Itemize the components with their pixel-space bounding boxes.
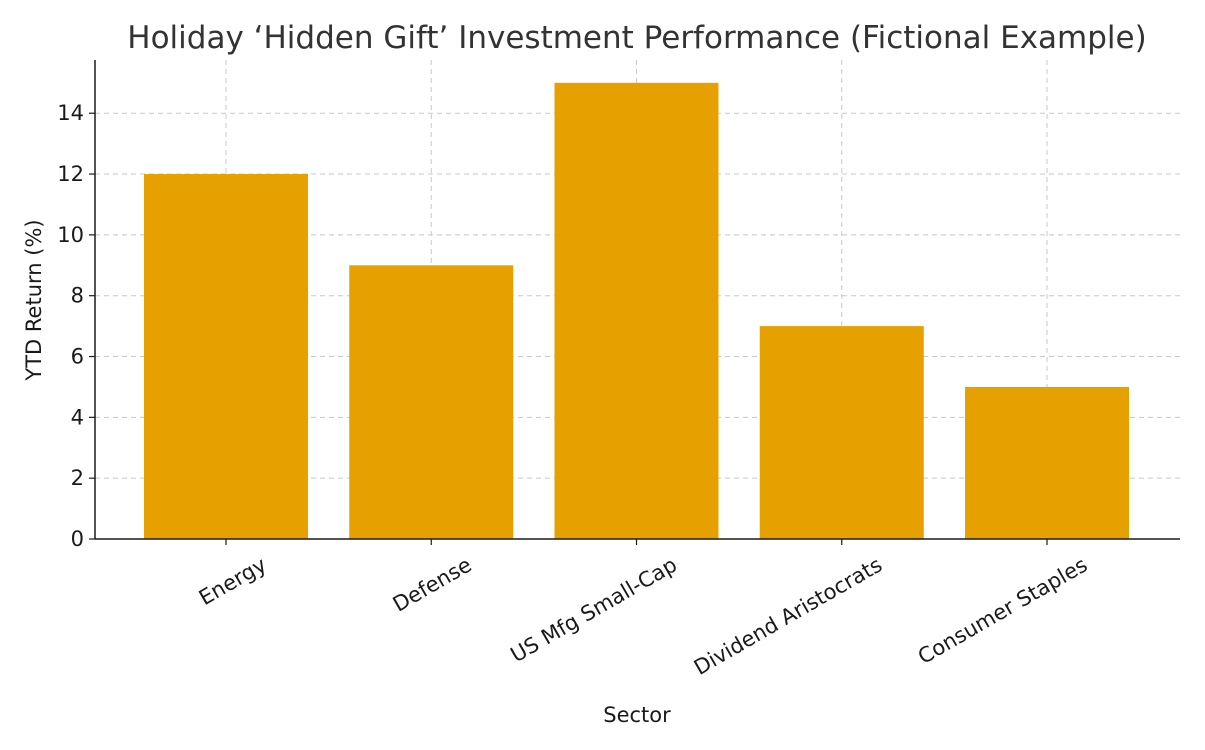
y-tick-label-2: 4 [71, 405, 84, 429]
y-tick-label-3: 6 [71, 345, 84, 369]
y-tick-label-0: 0 [71, 527, 84, 551]
bar-energy [144, 174, 308, 540]
y-tick-label-1: 2 [71, 466, 84, 490]
y-tick-label-6: 12 [57, 162, 84, 186]
bar-defense [349, 265, 514, 539]
bar-consumer-staples [965, 386, 1129, 539]
bars [144, 82, 1129, 540]
y-tick-label-7: 14 [57, 101, 84, 125]
bar-us-mfg-small-cap [554, 82, 719, 540]
x-tick-label-0: Energy [195, 553, 271, 611]
x-tick-label-4: Consumer Staples [914, 553, 1092, 669]
y-axis-label: YTD Return (%) [22, 219, 46, 381]
x-tick-label-1: Defense [389, 553, 476, 617]
x-tick-label-2: US Mfg Small-Cap [506, 553, 681, 668]
y-tick-label-5: 10 [57, 223, 84, 247]
axes [89, 60, 1180, 545]
bar-dividend-aristocrats [759, 326, 924, 539]
x-tick-label-3: Dividend Aristocrats [690, 553, 886, 680]
y-tick-label-4: 8 [71, 284, 84, 308]
chart-title: Holiday ‘Hidden Gift’ Investment Perform… [127, 20, 1146, 56]
x-axis-label: Sector [603, 703, 671, 727]
